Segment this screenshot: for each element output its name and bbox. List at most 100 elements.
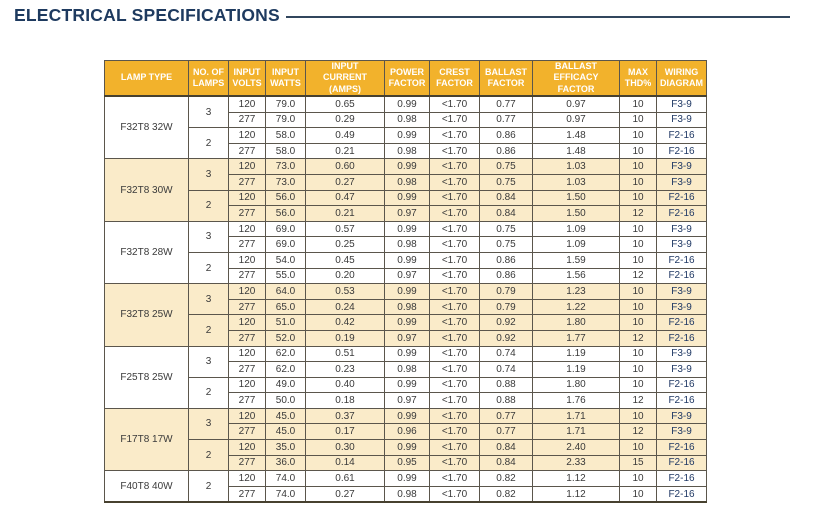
cell-max-thd: 15 [619, 454, 657, 472]
cell-input-current-amps: 0.18 [305, 392, 385, 409]
cell-ballast-factor: 0.75 [479, 173, 533, 191]
cell-input-volts: 277 [228, 392, 266, 409]
cell-power-factor: 0.99 [384, 345, 430, 363]
cell-ballast-factor: 0.84 [479, 205, 533, 222]
cell-crest-factor: <1.70 [429, 173, 480, 191]
cell-ballast-factor: 0.77 [479, 423, 533, 441]
cell-input-volts: 277 [228, 298, 266, 316]
cell-lamp-type: F32T8 30W [104, 158, 189, 222]
cell-input-volts: 277 [228, 173, 266, 191]
electrical-specifications-section: LAMP TYPE NO. OF LAMPS INPUT VOLTS INPUT WA… [104, 60, 707, 504]
cell-wiring-diagram: F3-9 [656, 283, 707, 300]
cell-crest-factor: <1.70 [429, 142, 480, 160]
cell-no-of-lamps: 2 [188, 314, 229, 347]
cell-ballast-efficacy-factor: 1.03 [532, 158, 620, 175]
cell-crest-factor: <1.70 [429, 407, 480, 425]
cell-input-watts: 36.0 [265, 454, 306, 472]
cell-max-thd: 10 [619, 236, 657, 253]
cell-power-factor: 0.97 [384, 267, 430, 285]
cell-power-factor: 0.97 [384, 392, 430, 409]
cell-max-thd: 10 [619, 407, 657, 425]
cell-input-volts: 120 [228, 439, 266, 456]
cell-crest-factor: <1.70 [429, 283, 480, 300]
cell-input-volts: 120 [228, 220, 266, 238]
cell-ballast-efficacy-factor: 1.48 [532, 127, 620, 144]
cell-lamp-type: F17T8 17W [104, 407, 189, 472]
column-header: INPUT CURRENT (AMPS) [305, 60, 385, 97]
table-row: F25T8 25W 3 120 62.0 0.51 0.99 <1.70 0.74 1.19 10… [104, 345, 707, 409]
cell-max-thd: 10 [619, 376, 657, 394]
cell-input-current-amps: 0.57 [305, 220, 385, 238]
cell-ballast-factor: 0.86 [479, 142, 533, 160]
table-row: 2 120 35.0 0.30 0.99 <1.70 0.84 2.40 10 F2-16 [105, 439, 707, 472]
cell-input-current-amps: 0.27 [305, 173, 385, 191]
cell-wiring-diagram: F2-16 [656, 470, 707, 487]
cell-no-of-lamps: 3 [188, 345, 229, 378]
cell-ballast-efficacy-factor: 1.71 [532, 407, 620, 425]
cell-ballast-efficacy-factor: 2.33 [532, 454, 620, 472]
cell-no-of-lamps: 2 [188, 189, 229, 222]
cell-crest-factor: <1.70 [429, 220, 480, 238]
table-row: 2 120 49.0 0.40 0.99 <1.70 0.88 1.80 10 F2-16 [105, 376, 707, 409]
cell-lamp-type: F32T8 32W [104, 95, 189, 160]
cell-input-watts: 56.0 [265, 189, 306, 207]
cell-no-of-lamps: 3 [188, 95, 229, 129]
table-row: F32T8 32W 3 120 79.0 0.65 0.99 <1.70 0.77 0.97 10… [104, 95, 707, 160]
cell-max-thd: 10 [619, 251, 657, 269]
cell-wiring-diagram: F2-16 [656, 376, 707, 394]
cell-input-current-amps: 0.49 [305, 127, 385, 144]
cell-input-current-amps: 0.27 [305, 485, 385, 503]
cell-power-factor: 0.98 [384, 485, 430, 503]
cell-wiring-diagram: F2-16 [656, 485, 707, 503]
table-row: F32T8 30W 3 120 73.0 0.60 0.99 <1.70 0.75 1.03 10… [104, 158, 707, 222]
cell-ballast-efficacy-factor: 1.48 [532, 142, 620, 160]
cell-input-current-amps: 0.20 [305, 267, 385, 285]
table-row: 277 62.0 0.23 0.98 <1.70 0.74 1.19 10 F3-9 [105, 361, 707, 378]
cell-wiring-diagram: F3-9 [656, 158, 707, 175]
cell-crest-factor: <1.70 [429, 111, 480, 129]
cell-max-thd: 10 [619, 485, 657, 503]
cell-ballast-factor: 0.88 [479, 392, 533, 409]
cell-input-volts: 120 [228, 407, 266, 425]
cell-max-thd: 10 [619, 470, 657, 487]
cell-ballast-factor: 0.84 [479, 454, 533, 472]
cell-input-current-amps: 0.23 [305, 361, 385, 378]
cell-ballast-efficacy-factor: 1.09 [532, 236, 620, 253]
cell-ballast-efficacy-factor: 1.22 [532, 298, 620, 316]
cell-input-current-amps: 0.37 [305, 407, 385, 425]
cell-crest-factor: <1.70 [429, 314, 480, 331]
cell-input-current-amps: 0.42 [305, 314, 385, 331]
cell-crest-factor: <1.70 [429, 361, 480, 378]
cell-input-watts: 74.0 [265, 485, 306, 503]
cell-input-current-amps: 0.45 [305, 251, 385, 269]
cell-input-volts: 120 [228, 158, 266, 175]
cell-lamp-type: F25T8 25W [104, 345, 189, 409]
cell-wiring-diagram: F2-16 [656, 127, 707, 144]
cell-ballast-efficacy-factor: 1.59 [532, 251, 620, 269]
cell-ballast-efficacy-factor: 2.40 [532, 439, 620, 456]
cell-lamp-type: F40T8 40W [104, 470, 189, 503]
column-header: BALLAST FACTOR [479, 60, 533, 97]
table-row: 277 56.0 0.21 0.97 <1.70 0.84 1.50 12 F2-16 [105, 205, 707, 222]
cell-input-watts: 74.0 [265, 470, 306, 487]
cell-ballast-factor: 0.84 [479, 439, 533, 456]
cell-crest-factor: <1.70 [429, 439, 480, 456]
cell-ballast-factor: 0.82 [479, 470, 533, 487]
table-row: 277 50.0 0.18 0.97 <1.70 0.88 1.76 12 F2-16 [105, 392, 707, 409]
cell-input-volts: 277 [228, 485, 266, 503]
cell-input-watts: 69.0 [265, 236, 306, 253]
cell-power-factor: 0.99 [384, 283, 430, 300]
title-divider-line [286, 16, 790, 18]
cell-ballast-efficacy-factor: 1.19 [532, 361, 620, 378]
cell-power-factor: 0.99 [384, 158, 430, 175]
cell-power-factor: 0.99 [384, 314, 430, 331]
cell-no-of-lamps: 3 [188, 283, 229, 316]
cell-max-thd: 10 [619, 142, 657, 160]
cell-input-current-amps: 0.65 [305, 95, 385, 113]
cell-lamp-type: F32T8 28W [104, 220, 189, 285]
cell-input-current-amps: 0.60 [305, 158, 385, 175]
cell-wiring-diagram: F3-9 [656, 407, 707, 425]
cell-max-thd: 12 [619, 392, 657, 409]
cell-max-thd: 10 [619, 439, 657, 456]
cell-no-of-lamps: 3 [188, 220, 229, 253]
